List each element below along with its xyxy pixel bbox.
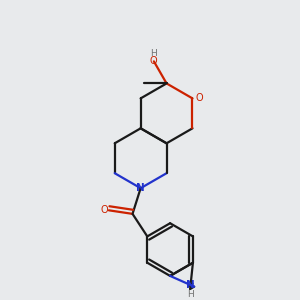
Text: N: N: [136, 183, 145, 193]
Text: O: O: [195, 93, 203, 103]
Text: H: H: [150, 49, 157, 58]
Text: N: N: [186, 280, 195, 290]
Text: O: O: [100, 205, 108, 215]
Text: H: H: [187, 290, 194, 299]
Text: O: O: [149, 56, 157, 66]
